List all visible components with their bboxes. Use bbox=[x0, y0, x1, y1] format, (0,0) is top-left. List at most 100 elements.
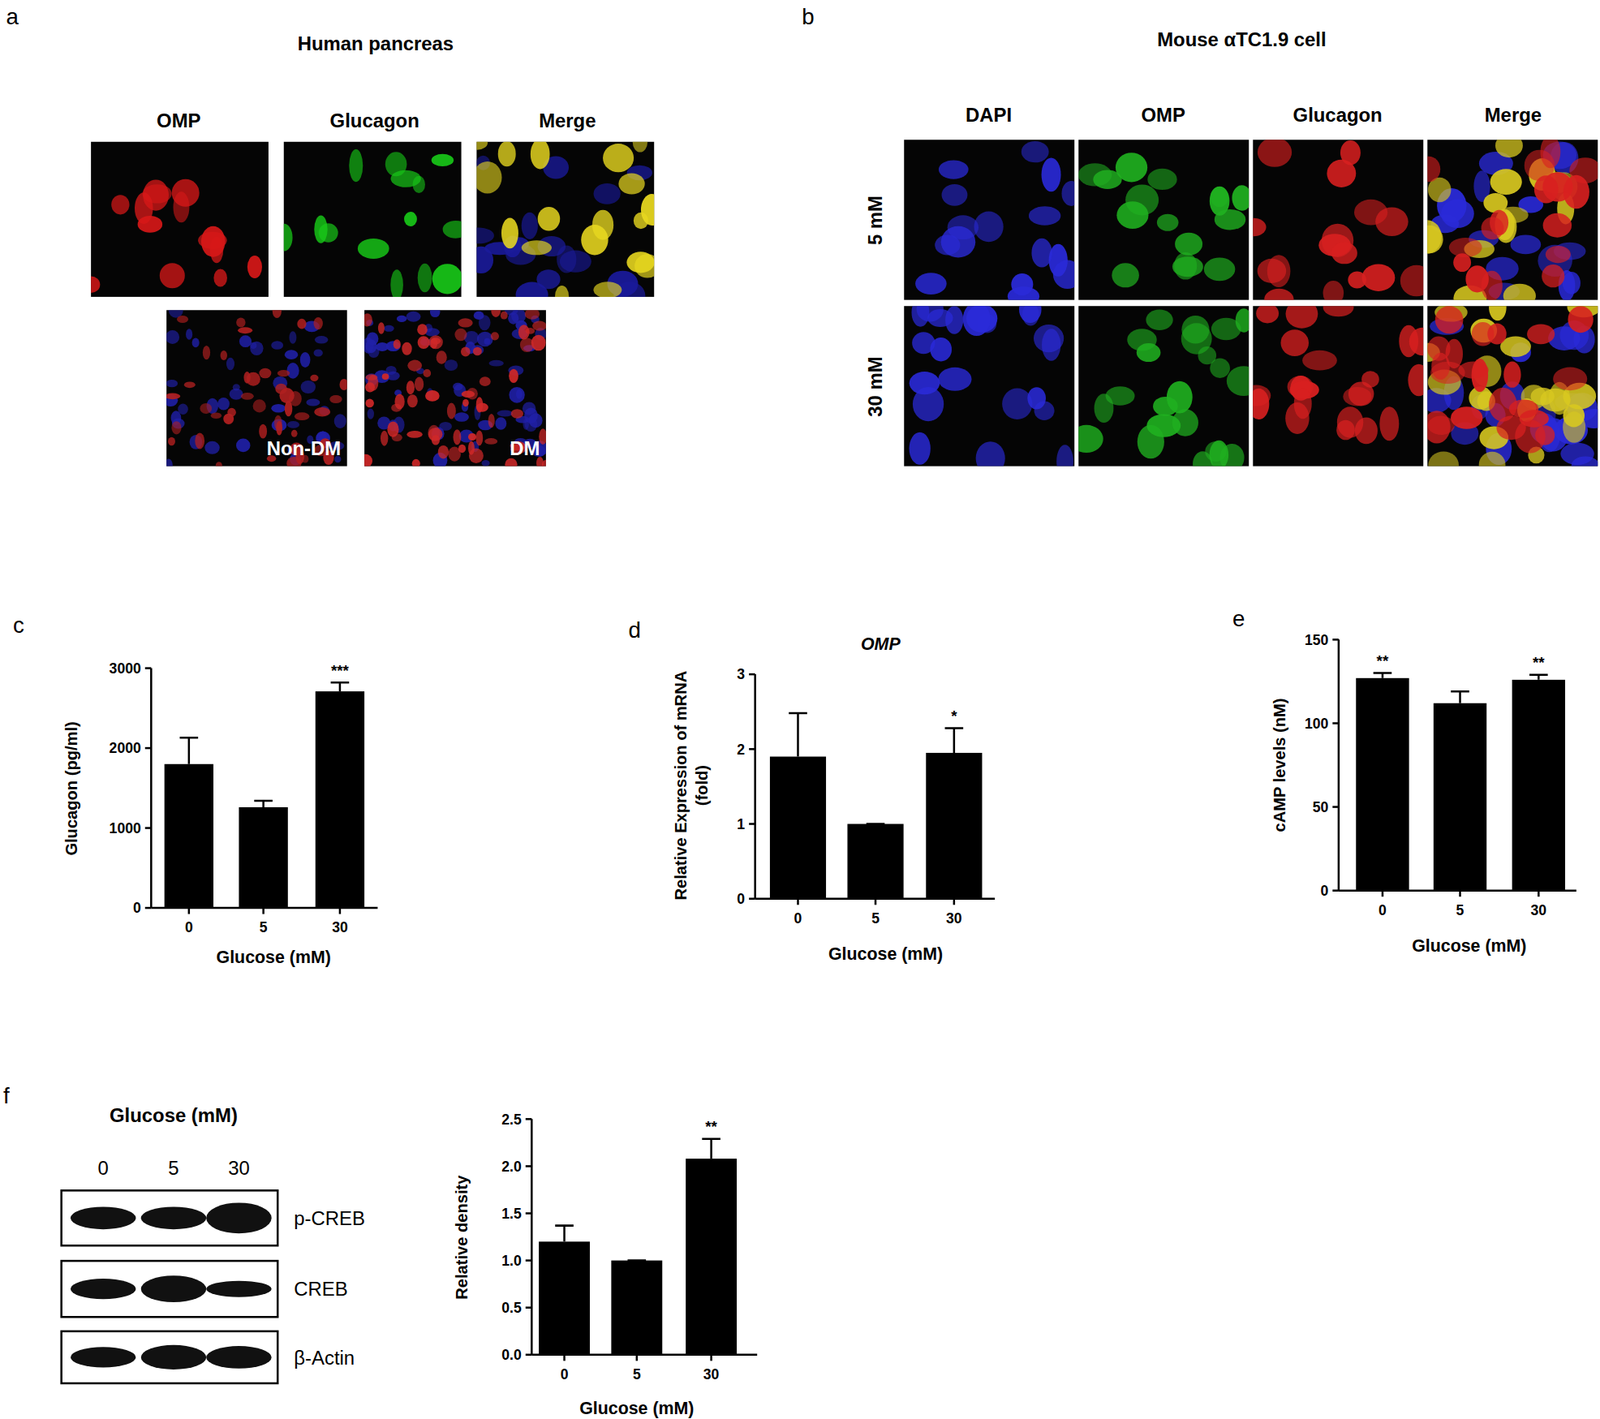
cell bbox=[417, 335, 431, 349]
cell bbox=[1503, 361, 1521, 388]
cell bbox=[1479, 451, 1506, 467]
error-bar bbox=[1529, 675, 1549, 680]
cell bbox=[171, 421, 181, 435]
error-bar bbox=[1373, 673, 1393, 679]
y-tick bbox=[525, 1306, 533, 1309]
cell bbox=[1471, 322, 1495, 346]
cell bbox=[401, 342, 412, 356]
y-tick bbox=[748, 897, 756, 900]
y-tick bbox=[525, 1118, 533, 1121]
cell bbox=[1211, 318, 1242, 340]
cell bbox=[1342, 387, 1372, 407]
cell bbox=[249, 341, 263, 356]
error-cap bbox=[1529, 673, 1549, 676]
cell bbox=[522, 401, 536, 415]
y-tick bbox=[145, 747, 152, 750]
cell bbox=[425, 390, 440, 402]
cell bbox=[1053, 260, 1075, 289]
x-tick bbox=[874, 898, 878, 906]
error-cap bbox=[866, 822, 886, 826]
cell bbox=[111, 194, 130, 215]
cell bbox=[1062, 180, 1076, 207]
cell bbox=[213, 269, 228, 288]
cell bbox=[963, 305, 991, 336]
lane-label: 30 bbox=[227, 1156, 250, 1179]
cell bbox=[476, 161, 502, 194]
micrograph bbox=[163, 302, 349, 472]
cell bbox=[1294, 388, 1312, 420]
cell bbox=[279, 387, 294, 404]
chart-title: OMP bbox=[860, 634, 901, 654]
bar-chart: e0501001500530Glucose (mM)cAMP levels (n… bbox=[1232, 606, 1577, 956]
cell bbox=[1495, 139, 1523, 158]
cell bbox=[1115, 152, 1148, 182]
error-cap bbox=[701, 1137, 721, 1140]
cell bbox=[1465, 265, 1489, 293]
error-bar bbox=[253, 800, 273, 808]
cell bbox=[184, 381, 196, 388]
cell bbox=[490, 309, 501, 318]
column-label: OMP bbox=[1140, 103, 1185, 126]
cell bbox=[270, 404, 286, 413]
y-axis bbox=[530, 1118, 534, 1355]
y-axis-label: cAMP levels (nM) bbox=[1271, 698, 1290, 833]
cell bbox=[521, 212, 538, 240]
cell bbox=[1126, 328, 1157, 351]
panel-letter: e bbox=[1232, 606, 1245, 632]
cell bbox=[1002, 388, 1033, 420]
image-label: DM bbox=[509, 437, 540, 460]
cell bbox=[1172, 256, 1204, 277]
cell bbox=[287, 421, 300, 429]
y-axis bbox=[1337, 639, 1341, 891]
image-bg bbox=[476, 141, 654, 297]
cell bbox=[911, 305, 930, 327]
cell bbox=[525, 327, 536, 335]
panel-title: Human pancreas bbox=[297, 32, 454, 55]
micrograph bbox=[358, 303, 551, 471]
significance: * bbox=[950, 707, 958, 725]
bars bbox=[769, 713, 983, 899]
band bbox=[206, 1281, 271, 1298]
cell bbox=[1252, 218, 1266, 237]
micrograph bbox=[1069, 305, 1261, 477]
cell bbox=[406, 311, 422, 323]
cell bbox=[1267, 254, 1291, 288]
band bbox=[141, 1206, 207, 1230]
y-axis bbox=[753, 674, 757, 899]
cell bbox=[1192, 451, 1213, 466]
y-tick-label: 0.0 bbox=[501, 1346, 522, 1364]
cell bbox=[1204, 257, 1236, 281]
bar bbox=[685, 1158, 737, 1355]
micrograph bbox=[903, 139, 1082, 306]
cell bbox=[185, 328, 193, 340]
cell bbox=[407, 360, 422, 372]
cells bbox=[283, 149, 462, 297]
cell bbox=[941, 184, 968, 207]
cell bbox=[473, 347, 482, 357]
cell bbox=[475, 430, 483, 447]
cell bbox=[1326, 159, 1356, 188]
micrograph bbox=[903, 296, 1075, 478]
cells bbox=[1078, 308, 1249, 466]
cell bbox=[253, 399, 267, 413]
cell bbox=[210, 412, 222, 419]
cell bbox=[476, 141, 488, 151]
cell bbox=[365, 339, 378, 353]
band bbox=[206, 1346, 271, 1369]
cell bbox=[348, 149, 363, 182]
cell bbox=[166, 330, 180, 345]
cell bbox=[240, 392, 254, 400]
x-tick-label: 30 bbox=[946, 910, 963, 927]
x-axis-label: Glucose (mM) bbox=[1411, 936, 1527, 956]
bar bbox=[1433, 703, 1487, 891]
cell bbox=[258, 424, 267, 439]
bar bbox=[610, 1260, 663, 1355]
cell bbox=[313, 407, 331, 417]
cell bbox=[468, 433, 477, 441]
cell bbox=[524, 309, 540, 320]
y-tick-label: 3 bbox=[736, 666, 745, 683]
column-label: Merge bbox=[1484, 103, 1542, 126]
cell bbox=[974, 210, 1004, 242]
cell bbox=[937, 367, 972, 392]
image-bg bbox=[166, 309, 348, 466]
